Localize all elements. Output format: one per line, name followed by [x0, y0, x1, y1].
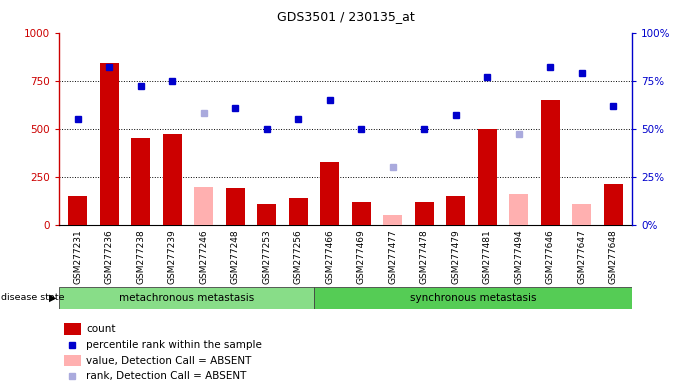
Bar	[352, 202, 370, 225]
Bar	[64, 323, 81, 335]
Text: GSM277647: GSM277647	[578, 230, 587, 284]
Bar	[257, 204, 276, 225]
Text: GSM277478: GSM277478	[419, 230, 429, 284]
Bar	[541, 100, 560, 225]
Bar	[64, 355, 81, 366]
Text: value, Detection Call = ABSENT: value, Detection Call = ABSENT	[86, 356, 252, 366]
Bar	[100, 63, 119, 225]
Text: GSM277646: GSM277646	[546, 230, 555, 284]
Bar	[509, 194, 529, 225]
Text: percentile rank within the sample: percentile rank within the sample	[86, 340, 262, 350]
Text: count: count	[86, 324, 116, 334]
Text: GSM277648: GSM277648	[609, 230, 618, 284]
Bar	[131, 138, 150, 225]
Bar	[384, 215, 402, 225]
Text: GSM277494: GSM277494	[514, 230, 523, 284]
Text: GSM277479: GSM277479	[451, 230, 460, 284]
Text: GSM277236: GSM277236	[104, 230, 113, 284]
Bar	[162, 134, 182, 225]
Text: GSM277253: GSM277253	[262, 230, 272, 284]
Bar	[572, 204, 591, 225]
Bar	[289, 198, 307, 225]
Text: synchronous metastasis: synchronous metastasis	[410, 293, 536, 303]
Text: GSM277466: GSM277466	[325, 230, 334, 284]
Text: GSM277248: GSM277248	[231, 230, 240, 284]
Text: rank, Detection Call = ABSENT: rank, Detection Call = ABSENT	[86, 371, 247, 381]
Bar	[478, 129, 497, 225]
Bar	[194, 187, 213, 225]
Text: GSM277477: GSM277477	[388, 230, 397, 284]
Bar	[321, 162, 339, 225]
Bar	[415, 202, 434, 225]
Bar	[226, 188, 245, 225]
Text: GSM277481: GSM277481	[483, 230, 492, 284]
Text: GSM277238: GSM277238	[136, 230, 145, 284]
Text: GSM277469: GSM277469	[357, 230, 366, 284]
Text: GDS3501 / 230135_at: GDS3501 / 230135_at	[276, 10, 415, 23]
Text: GSM277231: GSM277231	[73, 230, 82, 284]
Text: GSM277256: GSM277256	[294, 230, 303, 284]
Bar	[59, 287, 314, 309]
Text: metachronous metastasis: metachronous metastasis	[119, 293, 254, 303]
Text: disease state: disease state	[1, 293, 64, 303]
Text: GSM277239: GSM277239	[168, 230, 177, 284]
Bar	[604, 184, 623, 225]
Bar	[446, 196, 465, 225]
Text: ▶: ▶	[49, 293, 57, 303]
Bar	[314, 287, 632, 309]
Bar	[68, 196, 87, 225]
Text: GSM277246: GSM277246	[199, 230, 208, 284]
